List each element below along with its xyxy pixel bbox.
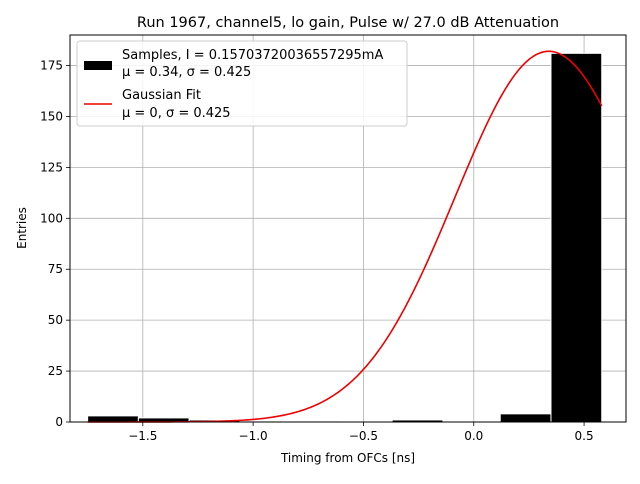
x-tick-label: −0.5 (349, 429, 378, 443)
histogram-bar (550, 52, 603, 423)
y-tick-label: 125 (40, 160, 63, 174)
y-tick-label: 25 (48, 364, 63, 378)
y-axis-ticks: 0 25 50 75 100 125 150 175 (40, 59, 70, 429)
y-tick-label: 150 (40, 109, 63, 123)
x-axis-label: Timing from OFCs [ns] (280, 451, 415, 465)
histogram-bar (499, 413, 552, 423)
y-tick-label: 100 (40, 211, 63, 225)
legend-box (76, 40, 408, 127)
y-tick-label: 0 (55, 415, 63, 429)
plot-frame (69, 34, 627, 423)
x-tick-label: 0.0 (464, 429, 483, 443)
y-tick-label: 75 (48, 262, 63, 276)
y-tick-label: 50 (48, 313, 63, 327)
histogram-bars (87, 52, 603, 423)
legend-fit-label: Gaussian Fit (122, 88, 201, 103)
legend-samples-label: Samples, I = 0.15703720036557295mA (122, 48, 383, 63)
legend-samples-swatch (84, 61, 112, 70)
legend: Samples, I = 0.15703720036557295mA μ = 0… (76, 40, 408, 127)
x-tick-label: −1.5 (128, 429, 157, 443)
x-axis-ticks: −1.5 −1.0 −0.5 0.0 0.5 (128, 422, 594, 443)
histogram-bar (87, 415, 139, 423)
y-axis-label: Entries (15, 207, 29, 249)
legend-samples-stats: μ = 0.34, σ = 0.425 (122, 65, 251, 80)
legend-fit-stats: μ = 0, σ = 0.425 (122, 106, 231, 121)
y-tick-label: 175 (40, 59, 63, 73)
x-tick-label: 0.5 (575, 429, 594, 443)
chart-title: Run 1967, channel5, lo gain, Pulse w/ 27… (137, 15, 559, 31)
x-tick-label: −1.0 (239, 429, 268, 443)
